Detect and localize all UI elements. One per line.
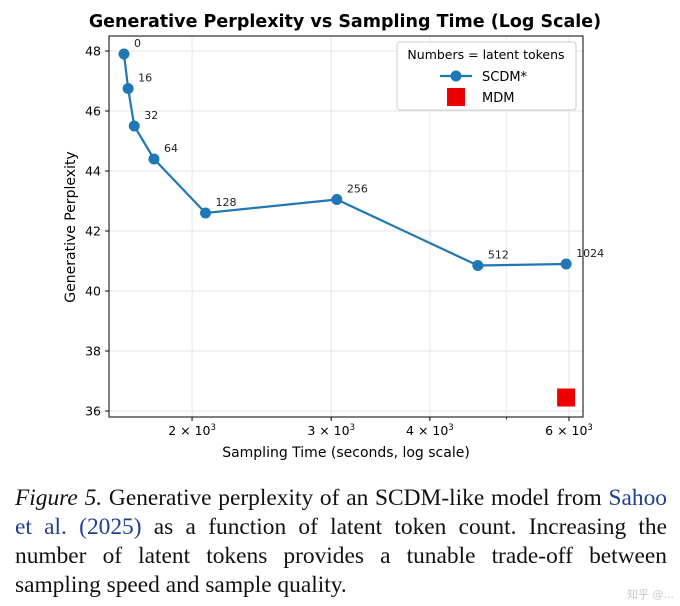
y-axis-label: Generative Perplexity <box>63 151 79 302</box>
caption-citation-link[interactable]: Sahoo et al. (2025) <box>15 485 667 540</box>
caption-text-before: Generative perplexity of an SCDM-like mo… <box>108 485 602 511</box>
x-tick-exponent: 3 <box>587 423 592 433</box>
y-tick-label: 38 <box>85 344 101 359</box>
legend: Numbers = latent tokens SCDM* MDM <box>396 41 577 111</box>
point-label: 16 <box>138 72 152 85</box>
legend-title: Numbers = latent tokens <box>407 47 564 62</box>
y-tick-label: 40 <box>85 284 101 299</box>
plot-frame <box>108 35 584 418</box>
watermark: 知乎 @... <box>627 588 674 601</box>
point-label: 256 <box>347 183 368 196</box>
figure-caption: Figure 5. Generative perplexity of an SC… <box>15 484 667 600</box>
data-point-scdm <box>331 194 343 205</box>
caption-text-after: as a function of latent token count. Inc… <box>15 514 667 598</box>
point-label: 512 <box>488 249 509 262</box>
axis-ticks: 36 38 40 42 44 46 48 2 × 103 3 × 103 4 × 103 6 × 1… <box>85 44 593 439</box>
y-tick-label: 44 <box>85 164 101 179</box>
x-tick-exponent: 3 <box>210 423 215 433</box>
x-tick-label: 4 × 103 <box>406 423 454 438</box>
chart: Generative Perplexity vs Sampling Time (… <box>63 12 604 461</box>
series: 0 16 32 64 128 256 512 1024 <box>118 37 604 407</box>
data-point-scdm <box>560 258 572 270</box>
data-point-mdm <box>557 388 576 407</box>
legend-marker-mdm <box>447 88 465 106</box>
data-point-scdm <box>128 120 140 132</box>
x-tick-label: 2 × 103 <box>168 423 216 438</box>
data-point-scdm <box>472 260 484 271</box>
point-label: 32 <box>144 109 158 122</box>
legend-label-scdm: SCDM* <box>482 70 528 85</box>
data-point-scdm <box>200 207 212 219</box>
x-tick-label: 6 × 103 <box>545 423 593 438</box>
y-tick-label: 46 <box>85 104 101 119</box>
y-tick-label: 48 <box>85 44 101 59</box>
data-point-scdm <box>122 83 134 94</box>
point-label: 64 <box>164 142 178 155</box>
x-tick-exponent: 3 <box>350 423 355 433</box>
caption-label: Figure 5. <box>15 485 103 511</box>
point-label: 0 <box>134 37 141 50</box>
legend-marker-scdm <box>450 70 462 82</box>
y-tick-label: 36 <box>85 404 101 419</box>
data-point-scdm <box>118 48 130 60</box>
legend-label-mdm: MDM <box>482 91 514 106</box>
y-tick-label: 42 <box>85 224 101 239</box>
data-point-scdm <box>148 153 160 165</box>
x-tick-exponent: 3 <box>448 423 453 433</box>
chart-title: Generative Perplexity vs Sampling Time (… <box>89 12 601 32</box>
x-axis-label: Sampling Time (seconds, log scale) <box>222 445 470 461</box>
x-tick-label: 3 × 103 <box>307 423 355 438</box>
point-label: 128 <box>216 196 237 209</box>
legend-frame <box>396 41 577 111</box>
point-label: 1024 <box>576 247 604 260</box>
series-line-scdm <box>122 53 567 267</box>
